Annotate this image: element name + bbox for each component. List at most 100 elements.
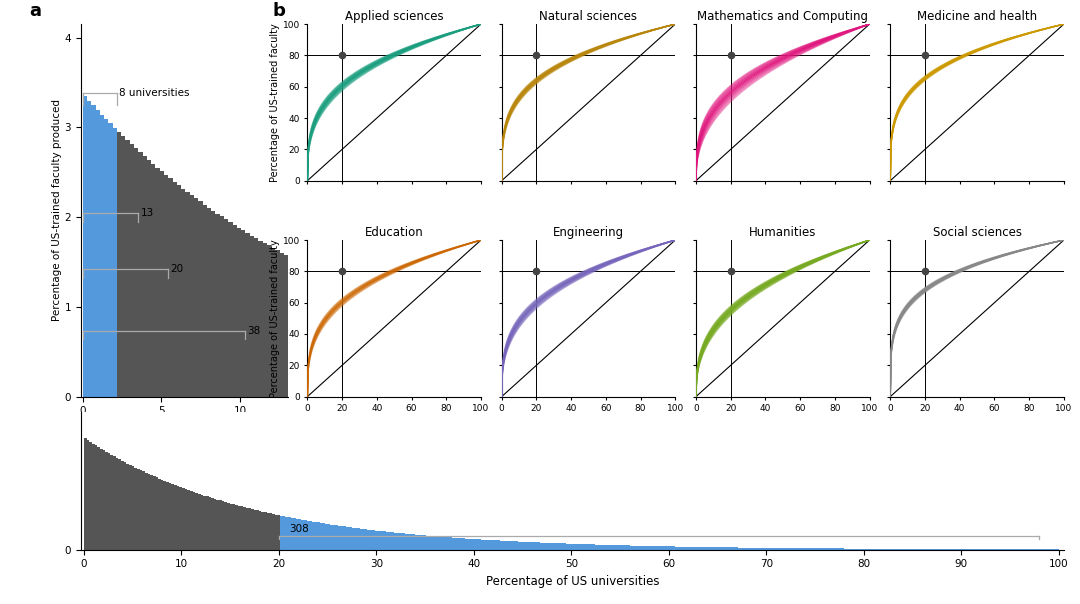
- Bar: [129, 465, 132, 550]
- Bar: [99, 115, 104, 397]
- Bar: [646, 546, 648, 550]
- Bar: [318, 522, 320, 550]
- Bar: [624, 545, 627, 550]
- Bar: [449, 538, 453, 550]
- Bar: [232, 225, 237, 397]
- Bar: [119, 459, 121, 550]
- Bar: [683, 547, 686, 550]
- Bar: [134, 467, 137, 550]
- Bar: [168, 178, 173, 397]
- Bar: [865, 548, 868, 550]
- Bar: [267, 245, 271, 397]
- Bar: [185, 489, 187, 550]
- Bar: [664, 546, 666, 550]
- Bar: [271, 248, 275, 397]
- Bar: [870, 548, 874, 550]
- Bar: [203, 495, 206, 550]
- Bar: [320, 523, 323, 550]
- Bar: [548, 543, 551, 550]
- Bar: [828, 548, 832, 550]
- Bar: [86, 101, 91, 397]
- Bar: [666, 547, 670, 550]
- Bar: [269, 513, 272, 550]
- Bar: [380, 531, 383, 550]
- Bar: [206, 496, 208, 550]
- Bar: [150, 475, 153, 550]
- Bar: [126, 463, 129, 550]
- Bar: [181, 488, 185, 550]
- Bar: [325, 524, 327, 550]
- Bar: [238, 506, 240, 550]
- Bar: [330, 524, 333, 550]
- Bar: [712, 547, 715, 550]
- Bar: [932, 549, 934, 550]
- Bar: [487, 540, 489, 550]
- Bar: [518, 542, 522, 550]
- Bar: [307, 521, 309, 550]
- Bar: [633, 545, 635, 550]
- Bar: [611, 545, 613, 550]
- Bar: [765, 548, 768, 550]
- Bar: [465, 539, 468, 550]
- Bar: [606, 545, 608, 550]
- Bar: [360, 528, 362, 550]
- Bar: [291, 518, 294, 550]
- Bar: [781, 548, 783, 550]
- Bar: [216, 500, 219, 550]
- Bar: [272, 514, 274, 550]
- Bar: [476, 539, 478, 550]
- Bar: [186, 192, 190, 397]
- Bar: [198, 493, 201, 550]
- Bar: [863, 548, 865, 550]
- Bar: [887, 549, 890, 550]
- Bar: [748, 548, 752, 550]
- Bar: [151, 164, 156, 397]
- Bar: [187, 490, 190, 550]
- Bar: [303, 520, 307, 550]
- Text: b: b: [273, 2, 285, 21]
- Bar: [225, 502, 227, 550]
- X-axis label: Percentage of US universities: Percentage of US universities: [507, 417, 671, 428]
- Bar: [897, 549, 900, 550]
- Bar: [194, 198, 199, 397]
- Bar: [571, 544, 575, 550]
- Bar: [386, 532, 389, 550]
- Bar: [284, 255, 288, 397]
- Bar: [104, 119, 108, 397]
- Bar: [881, 549, 885, 550]
- Bar: [484, 540, 487, 550]
- Bar: [108, 454, 110, 550]
- Bar: [943, 549, 945, 550]
- X-axis label: Percentage of US universities: Percentage of US universities: [701, 417, 865, 428]
- Bar: [699, 547, 701, 550]
- Bar: [553, 543, 555, 550]
- Bar: [420, 535, 423, 550]
- Bar: [211, 498, 214, 550]
- Bar: [249, 236, 254, 397]
- Bar: [409, 534, 413, 550]
- Bar: [905, 549, 908, 550]
- Bar: [584, 544, 588, 550]
- Bar: [391, 532, 394, 550]
- Bar: [143, 472, 145, 550]
- Bar: [288, 517, 291, 550]
- Bar: [918, 549, 921, 550]
- Bar: [940, 549, 943, 550]
- Bar: [723, 547, 725, 550]
- Bar: [839, 548, 841, 550]
- Bar: [228, 222, 232, 397]
- Bar: [923, 549, 927, 550]
- Bar: [701, 547, 704, 550]
- Bar: [148, 474, 150, 550]
- Bar: [564, 544, 566, 550]
- Text: a: a: [29, 2, 41, 20]
- Bar: [635, 545, 637, 550]
- Bar: [312, 521, 314, 550]
- Bar: [850, 548, 852, 550]
- Bar: [124, 462, 126, 550]
- Bar: [916, 549, 919, 550]
- Bar: [746, 548, 750, 550]
- Bar: [275, 250, 280, 397]
- Bar: [413, 535, 415, 550]
- Bar: [296, 519, 298, 550]
